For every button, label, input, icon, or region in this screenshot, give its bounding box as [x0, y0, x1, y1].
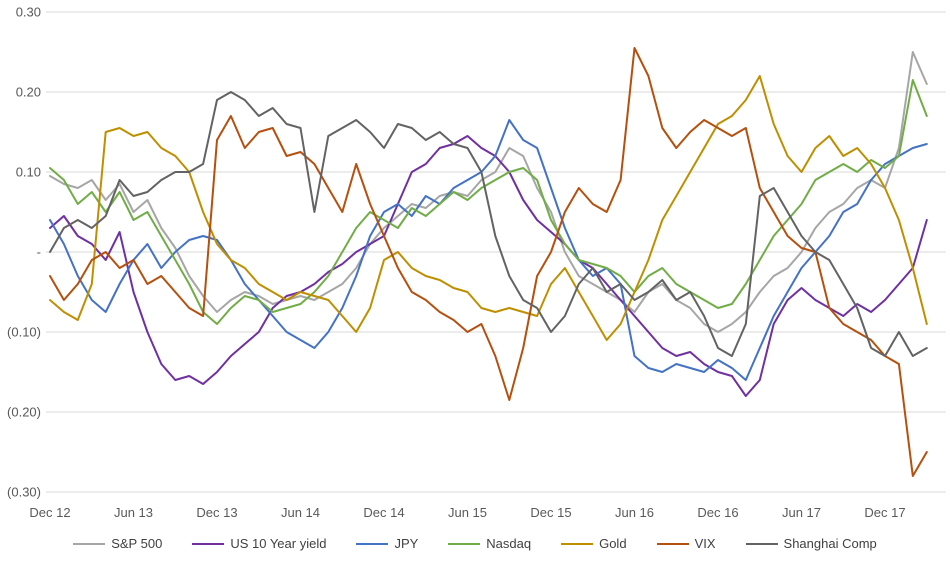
x-tick-label: Jun 17 [782, 505, 821, 520]
x-tick-label: Jun 14 [281, 505, 320, 520]
y-tick-label: (0.30) [7, 485, 41, 500]
legend-swatch-jpy [356, 542, 389, 545]
x-axis-tick-labels: Dec 12 Jun 13 Dec 13 Jun 14 Dec 14 Jun 15 Dec … [29, 505, 905, 520]
legend-label-jpy: JPY [394, 536, 419, 551]
legend-swatch-sp-500 [73, 542, 106, 545]
series-line-jpy [49, 119, 928, 381]
y-tick-label: 0.30 [16, 5, 41, 20]
legend-swatch-us-10-year-yield [192, 542, 225, 545]
x-tick-label: Dec 16 [697, 505, 738, 520]
series-line-us-10-year-yield [49, 135, 928, 397]
series-lines [49, 47, 928, 477]
legend-label-gold: Gold [599, 536, 627, 551]
series-line-vix [49, 47, 928, 477]
series-line-nasdaq [49, 79, 928, 325]
x-tick-label: Dec 14 [363, 505, 404, 520]
y-tick-label: 0.20 [16, 85, 41, 100]
y-tick-label: - [37, 245, 41, 260]
x-tick-label: Dec 12 [29, 505, 70, 520]
legend-swatch-gold [561, 542, 594, 545]
x-tick-label: Dec 15 [530, 505, 571, 520]
x-tick-label: Jun 16 [615, 505, 654, 520]
legend-item-vix: VIX [656, 536, 716, 551]
legend-item-shanghai-comp: Shanghai Comp [745, 536, 877, 551]
y-tick-label: (0.20) [7, 405, 41, 420]
x-tick-label: Dec 13 [196, 505, 237, 520]
y-tick-label: 0.10 [16, 165, 41, 180]
legend-item-us-10-year-yield: US 10 Year yield [192, 536, 326, 551]
legend-item-gold: Gold [561, 536, 627, 551]
y-axis-tick-labels: 0.30 0.20 0.10 - (0.10) (0.20) (0.30) [7, 5, 41, 500]
chart-legend: S&P 500 US 10 Year yield JPY Nasdaq Gold VIX S… [0, 536, 950, 551]
legend-swatch-shanghai-comp [745, 542, 778, 545]
legend-label-vix: VIX [694, 536, 716, 551]
legend-swatch-nasdaq [448, 542, 481, 545]
y-tick-label: (0.10) [7, 325, 41, 340]
legend-label-nasdaq: Nasdaq [486, 536, 532, 551]
x-tick-label: Jun 15 [448, 505, 487, 520]
legend-item-jpy: JPY [356, 536, 418, 551]
x-tick-label: Jun 13 [114, 505, 153, 520]
legend-label-us-10-year-yield: US 10 Year yield [230, 536, 327, 551]
legend-item-nasdaq: Nasdaq [448, 536, 531, 551]
legend-label-shanghai-comp: Shanghai Comp [783, 536, 877, 551]
series-line-sp-500 [49, 51, 928, 333]
gridlines [46, 11, 946, 493]
legend-swatch-vix [656, 542, 689, 545]
x-tick-label: Dec 17 [864, 505, 905, 520]
series-line-gold [49, 75, 928, 341]
legend-item-sp-500: S&P 500 [73, 536, 162, 551]
legend-label-sp-500: S&P 500 [111, 536, 163, 551]
series-line-shanghai-comp [49, 91, 928, 357]
